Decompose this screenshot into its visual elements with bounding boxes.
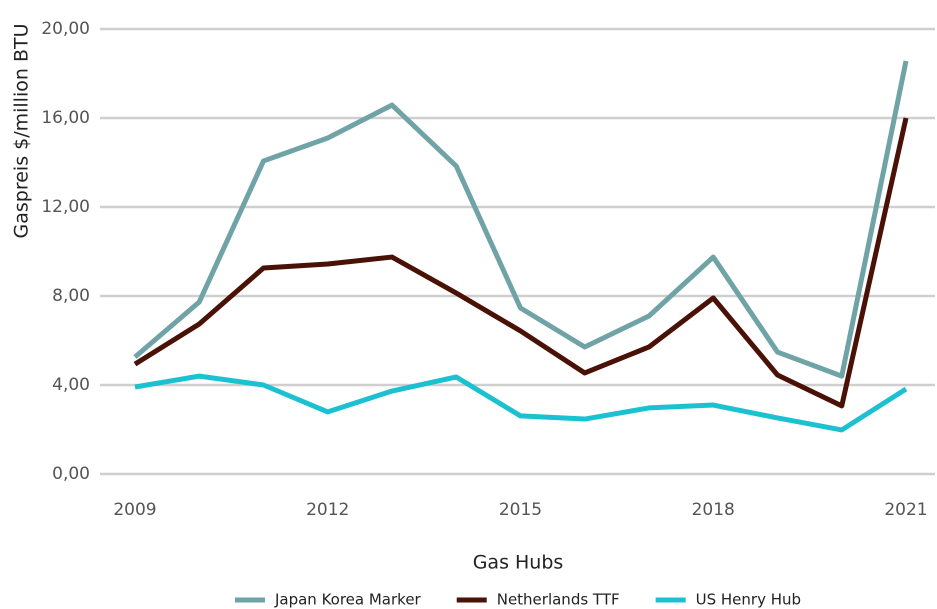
x-axis-title: Gas Hubs [473,552,564,574]
y-tick-label: 12,00 [41,197,90,217]
y-axis-title: Gaspreis $/million BTU [11,24,33,239]
y-tick-label: 0,00 [52,464,90,484]
y-tick-label: 8,00 [52,286,90,306]
y-tick-label: 16,00 [41,108,90,128]
series-line [133,60,909,379]
series-line [133,117,909,409]
x-tick-label: 2021 [884,500,927,520]
legend-label: Netherlands TTF [497,591,620,609]
legend-label: Japan Korea Marker [274,591,422,609]
x-tick-label: 2018 [692,500,735,520]
legend-label: US Henry Hub [696,591,801,609]
x-tick-label: 2009 [113,500,156,520]
x-tick-label: 2012 [306,500,349,520]
x-tick-label: 2015 [499,500,542,520]
y-tick-label: 4,00 [52,375,90,395]
y-tick-label: 20,00 [41,19,90,39]
series-line [134,373,908,433]
